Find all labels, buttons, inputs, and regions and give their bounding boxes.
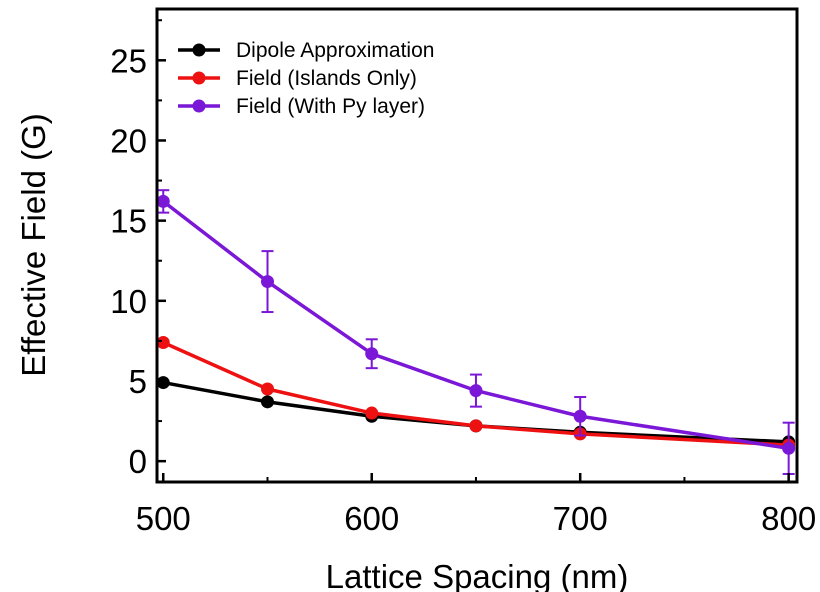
series-3 [156,189,796,475]
data-point [156,376,170,390]
data-point [469,419,483,433]
y-tick-label: 0 [129,443,147,480]
legend-label: Field (Islands Only) [236,67,417,90]
x-tick-label: 700 [553,500,608,537]
y-tick-label: 20 [110,122,147,159]
data-point [573,409,587,423]
data-point [365,347,379,361]
series-line [162,200,789,451]
legend-marker [192,43,206,57]
plot-area [156,189,796,475]
x-tick-label: 600 [344,500,399,537]
data-point [782,441,796,455]
legend-entry-3: Field (With Py layer) [178,95,425,118]
series-line [162,340,789,447]
y-tick-label: 5 [129,363,147,400]
y-axis-title: Effective Field (G) [15,113,52,376]
data-point [260,395,274,409]
x-tick-label: 500 [136,500,191,537]
legend-entry-2: Field (Islands Only) [178,67,417,90]
data-point [469,384,483,398]
legend-marker [192,99,206,113]
legend-entry-1: Dipole Approximation [178,39,434,62]
data-point [156,336,170,350]
data-point [260,382,274,396]
y-tick-label: 15 [110,203,147,240]
data-point [365,406,379,420]
x-tick-label: 800 [761,500,816,537]
legend-label: Dipole Approximation [236,39,434,62]
legend-marker [192,71,206,85]
legend-label: Field (With Py layer) [236,95,425,118]
data-point [260,275,274,289]
plot-frame [155,7,799,484]
y-tick-label: 10 [110,283,147,320]
data-point [156,194,170,208]
axis-ticks: 500 600 700 800 0 5 10 15 20 25 [110,19,816,537]
legend: Dipole Approximation Field (Islands Only)… [178,39,434,118]
y-tick-label: 25 [110,42,147,79]
x-axis-title: Lattice Spacing (nm) [326,558,629,592]
